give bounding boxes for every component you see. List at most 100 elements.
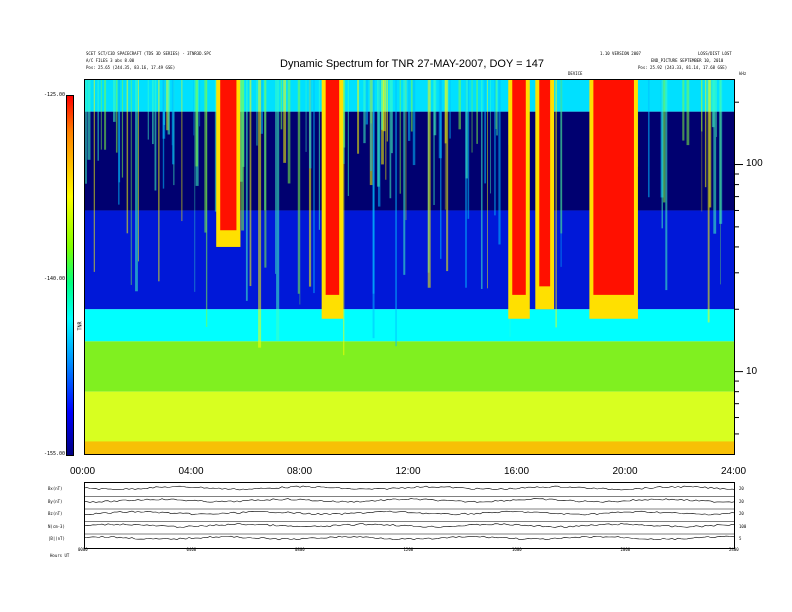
- spectrum-streak: [465, 80, 468, 179]
- spectrum-streak: [115, 80, 118, 153]
- spectrum-streak: [87, 80, 91, 160]
- spectrum-streak: [385, 80, 387, 180]
- spectrum-streak: [682, 80, 685, 141]
- emission-core: [539, 80, 551, 287]
- colorbar-bottom-label: -155.00: [44, 451, 66, 457]
- lower-panel-trace: [84, 498, 735, 503]
- lower-panel-trace: [84, 510, 735, 516]
- spectrum-streak: [260, 80, 263, 134]
- spectrum-streak: [399, 80, 401, 194]
- spectrum-streak: [495, 80, 497, 129]
- spectrum-streak: [193, 80, 195, 136]
- header-mid-small: DEVICE: [568, 71, 583, 76]
- spectrum-streak: [707, 80, 710, 323]
- spectrum-streak: [713, 80, 717, 234]
- lower-time-label: 1600: [512, 547, 522, 552]
- spectrum-streak: [709, 80, 712, 208]
- spectrum-streak: [449, 80, 451, 139]
- lower-panel-trace: [84, 523, 735, 528]
- x-tick-label: 04:00: [178, 466, 204, 477]
- y-tick-label-10: 10: [746, 366, 758, 377]
- spectrum-streak: [97, 80, 99, 161]
- spectrum-streak: [308, 80, 312, 287]
- spectrum-streak: [297, 80, 300, 294]
- spectrum-streak: [440, 80, 442, 259]
- spectrum-streak: [480, 80, 483, 289]
- spectrum-streak: [433, 80, 435, 206]
- lower-panel-scale: 20: [739, 511, 744, 516]
- lower-time-label: 0000: [78, 547, 88, 552]
- lower-panel-trace: [84, 485, 735, 491]
- spectrum-streak: [663, 80, 666, 203]
- right-axis: [735, 101, 743, 435]
- header-right-corner: kHz: [739, 71, 747, 76]
- spectrum-streak: [357, 80, 360, 154]
- spectrum-streak: [309, 80, 312, 169]
- spectrum-streak: [484, 80, 486, 184]
- spectrum-streak: [313, 80, 315, 294]
- spectrum-streak: [280, 80, 283, 130]
- lower-panels-frame: [84, 482, 735, 549]
- emission-core: [325, 80, 340, 295]
- spectrum-streak: [661, 80, 663, 229]
- spectrum-streak: [433, 80, 437, 136]
- lower-time-label: 0400: [186, 547, 197, 552]
- spectrum-streak: [347, 80, 349, 196]
- spectrum-streak: [343, 80, 345, 356]
- spectrum-streak: [343, 80, 345, 164]
- spectrum-streak: [264, 80, 267, 268]
- lower-panel-scale: 20: [739, 486, 744, 491]
- lower-time-label: 0800: [295, 547, 305, 552]
- colorbar: [66, 95, 74, 456]
- spectrum-streak: [162, 80, 165, 189]
- spectrum-streak: [444, 80, 446, 210]
- spectrum-streak: [152, 80, 154, 145]
- spectrum-streak: [299, 80, 301, 305]
- spectrum-streak: [719, 80, 723, 224]
- lower-panel-trace: [84, 535, 735, 541]
- spectrum-streak: [370, 80, 372, 172]
- spectrum-streak: [93, 80, 95, 272]
- spectrum-streak: [382, 80, 386, 132]
- spectrum-streak: [135, 80, 138, 292]
- spectrum-streak: [686, 80, 690, 146]
- lower-panel-label: By(nT): [48, 498, 63, 504]
- spectrum-streak: [256, 80, 258, 146]
- header-left-line1: SCET SCT/C3D SPACECRAFT (TDS 3D SERIES) …: [86, 51, 212, 56]
- spectrum-streak: [410, 80, 413, 132]
- spectrum-streak: [471, 80, 473, 153]
- spectrum-streak: [498, 80, 501, 245]
- spectrum-streak: [214, 80, 217, 212]
- spectrum-streak: [199, 80, 201, 127]
- spectrum-streak: [85, 80, 87, 184]
- spectrum-streak: [489, 80, 491, 194]
- lower-panels-svg: [84, 485, 735, 541]
- spectrum-streak: [446, 80, 449, 272]
- lower-panel-scale: 5: [739, 536, 742, 541]
- lower-panel-label: Bz(nT): [48, 511, 63, 516]
- spectrum-streak: [126, 80, 129, 234]
- y-tick-label-100: 100: [746, 158, 763, 169]
- spectrum-streak: [560, 80, 562, 267]
- emission-core: [593, 80, 634, 295]
- spectrum-streak: [647, 80, 650, 198]
- spectrum-streak: [494, 80, 496, 216]
- spectrum-streak: [283, 80, 287, 163]
- spectrum-streak: [372, 80, 375, 339]
- dynamic-spectrum-plot: [84, 79, 735, 455]
- header-right-line1: 1.10 VERSION 2007: [600, 51, 641, 56]
- chart-title: Dynamic Spectrum for TNR 27-MAY-2007, DO…: [280, 58, 545, 70]
- spectrum-streak: [381, 80, 384, 130]
- spectrum-streak: [113, 80, 116, 122]
- spectrum-streak: [370, 80, 372, 124]
- x-tick-label: 00:00: [70, 466, 96, 477]
- lower-time-label: 1200: [403, 547, 414, 552]
- spectrum-streak: [496, 80, 498, 136]
- spectrum-streak: [118, 80, 120, 205]
- spectrum-streak: [287, 80, 291, 184]
- lower-panel-scale: 100: [739, 523, 747, 529]
- spectrum-streak: [138, 80, 139, 262]
- x-tick-label: 12:00: [395, 466, 421, 477]
- lower-panel-scale: 20: [739, 498, 744, 504]
- emission-core: [220, 80, 237, 231]
